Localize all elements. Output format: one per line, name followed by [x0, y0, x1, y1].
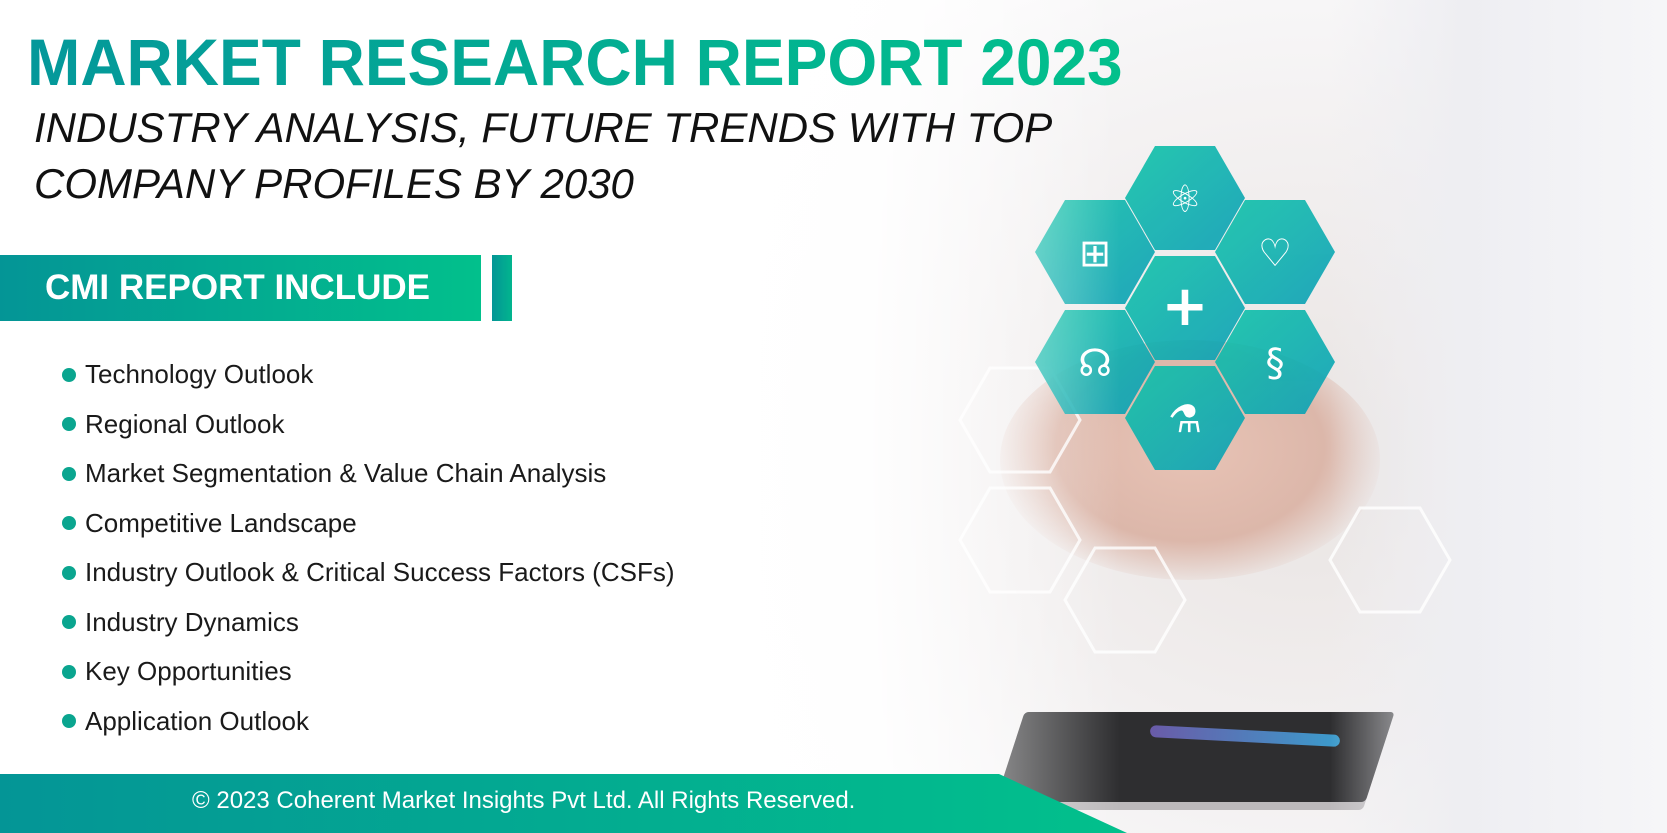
dna-hexagon [1215, 310, 1335, 414]
page-title: MARKET RESEARCH REPORT 2023 [27, 25, 1123, 99]
list-item-label: Competitive Landscape [85, 507, 357, 538]
bullet-icon [62, 615, 76, 630]
report-items-list: Technology Outlook Regional Outlook Mark… [62, 350, 674, 746]
dna-icon: § [1266, 341, 1285, 385]
list-item: Application Outlook [62, 697, 674, 747]
list-item-label: Application Outlook [85, 705, 310, 736]
flask-hexagon [1125, 366, 1245, 470]
plus-icon: + [1162, 274, 1209, 339]
section-label: CMI REPORT INCLUDE [45, 268, 430, 307]
outline-hexagon [1328, 506, 1452, 614]
list-item: Key Opportunities [62, 647, 674, 697]
list-item-label: Regional Outlook [85, 408, 285, 439]
list-item-label: Industry Outlook & Critical Success Fact… [85, 557, 675, 588]
list-item-label: Key Opportunities [85, 656, 292, 687]
list-item: Industry Outlook & Critical Success Fact… [62, 548, 674, 598]
plus-hexagon [1125, 256, 1245, 360]
banner-accent-bar [492, 255, 512, 321]
bullet-icon [62, 714, 76, 729]
flask-icon: ⚗ [1168, 397, 1202, 441]
list-item-label: Market Segmentation & Value Chain Analys… [85, 458, 607, 489]
list-item: Competitive Landscape [62, 499, 674, 549]
section-banner: CMI REPORT INCLUDE [0, 255, 481, 321]
atom-hexagon [1125, 146, 1245, 250]
bullet-icon [62, 417, 76, 432]
footer: © 2023 Coherent Market Insights Pvt Ltd.… [0, 774, 1127, 833]
bullet-icon [62, 565, 76, 580]
list-item: Market Segmentation & Value Chain Analys… [62, 449, 674, 499]
copyright-text: © 2023 Coherent Market Insights Pvt Ltd.… [192, 787, 856, 814]
subtitle-line-1: INDUSTRY ANALYSIS, FUTURE TRENDS WITH TO… [34, 104, 1053, 151]
bullet-icon [62, 516, 76, 531]
heart-rate-hexagon [1215, 200, 1335, 304]
subtitle-line-2: COMPANY PROFILES BY 2030 [34, 160, 634, 207]
image-fade [700, 0, 1120, 833]
atom-icon: ⚛ [1168, 177, 1202, 221]
list-item-label: Technology Outlook [85, 359, 314, 390]
list-item: Technology Outlook [62, 350, 674, 400]
bullet-icon [62, 367, 76, 382]
coat-image [1330, 0, 1667, 833]
list-item: Regional Outlook [62, 400, 674, 450]
bullet-icon [62, 466, 76, 481]
bullet-icon [62, 664, 76, 679]
heart-rate-icon: ♡ [1258, 231, 1292, 275]
list-item-label: Industry Dynamics [85, 606, 299, 637]
list-item: Industry Dynamics [62, 598, 674, 648]
